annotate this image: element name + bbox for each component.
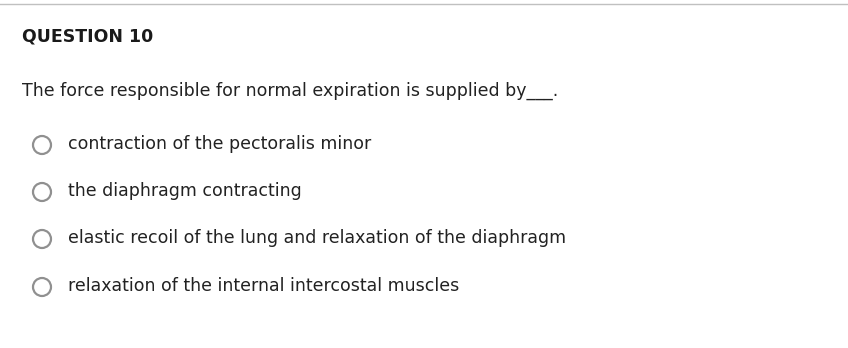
Text: elastic recoil of the lung and relaxation of the diaphragm: elastic recoil of the lung and relaxatio… xyxy=(68,229,566,247)
Text: contraction of the pectoralis minor: contraction of the pectoralis minor xyxy=(68,135,371,153)
Text: relaxation of the internal intercostal muscles: relaxation of the internal intercostal m… xyxy=(68,277,460,295)
Text: The force responsible for normal expiration is supplied by___.: The force responsible for normal expirat… xyxy=(22,82,558,100)
Text: the diaphragm contracting: the diaphragm contracting xyxy=(68,182,302,200)
Text: QUESTION 10: QUESTION 10 xyxy=(22,28,153,46)
